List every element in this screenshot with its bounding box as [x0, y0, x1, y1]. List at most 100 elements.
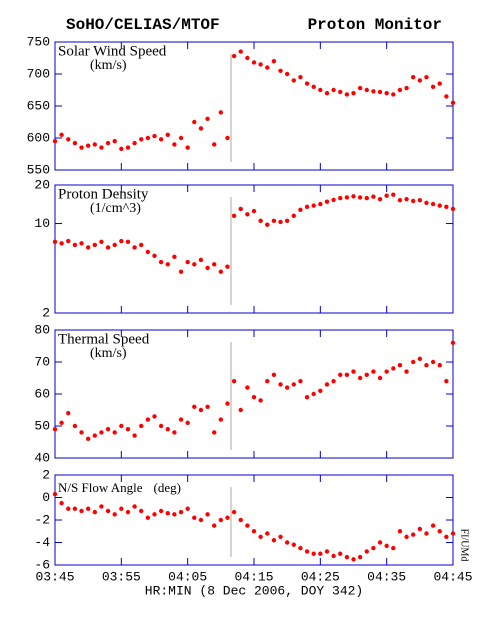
- data-point: [344, 195, 350, 200]
- data-point: [417, 356, 423, 361]
- data-point: [165, 262, 170, 267]
- data-point: [218, 110, 224, 115]
- data-point: [357, 554, 363, 560]
- y-tick-label: 700: [27, 66, 50, 81]
- data-point: [192, 119, 197, 125]
- data-point: [351, 557, 356, 562]
- data-point: [72, 242, 78, 248]
- data-point: [225, 264, 230, 269]
- data-point: [397, 87, 403, 93]
- data-point: [59, 132, 64, 137]
- data-point: [251, 395, 257, 400]
- y-tick-label: 20: [34, 177, 50, 192]
- data-point: [384, 91, 389, 96]
- y-tick-label: -2: [34, 512, 50, 527]
- data-point: [52, 239, 58, 244]
- data-point: [112, 430, 117, 435]
- data-point: [66, 506, 71, 511]
- data-point: [72, 423, 78, 429]
- data-point: [404, 85, 409, 91]
- x-tick-label: 03:55: [102, 569, 141, 584]
- data-point: [338, 372, 343, 377]
- data-point: [185, 145, 190, 150]
- data-point: [178, 135, 184, 141]
- data-point: [52, 427, 58, 432]
- data-point: [72, 506, 78, 511]
- data-point: [212, 262, 217, 267]
- data-point: [165, 132, 170, 137]
- data-point: [251, 208, 257, 214]
- x-tick-label: 04:15: [234, 569, 273, 584]
- data-point: [158, 423, 164, 429]
- data-point: [79, 145, 84, 150]
- data-point: [178, 509, 184, 515]
- y-tick-label: 2: [42, 305, 50, 320]
- data-point: [271, 59, 277, 64]
- x-tick-label: 04:35: [367, 569, 406, 584]
- data-point: [152, 133, 157, 139]
- data-point: [265, 65, 270, 70]
- page-title: SoHO/CELIAS/MTOF: [66, 16, 220, 34]
- data-point: [391, 366, 396, 371]
- data-point: [391, 545, 396, 551]
- data-point: [192, 262, 197, 267]
- data-point: [411, 532, 416, 537]
- data-point: [85, 143, 91, 148]
- data-point: [265, 379, 270, 384]
- y-tick-label: 0: [42, 490, 50, 505]
- data-point: [212, 430, 217, 435]
- data-point: [198, 407, 204, 413]
- data-point: [99, 145, 104, 150]
- data-point: [338, 195, 343, 201]
- data-point: [271, 372, 277, 377]
- data-point: [105, 508, 111, 514]
- data-point: [92, 433, 98, 438]
- data-point: [364, 372, 369, 377]
- data-point: [437, 203, 442, 208]
- data-point: [450, 340, 456, 345]
- data-point: [291, 542, 296, 547]
- data-point: [371, 545, 376, 551]
- x-axis-label: HR:MIN (8 Dec 2006, DOY 342): [145, 583, 363, 598]
- data-point: [284, 218, 290, 224]
- data-point: [430, 201, 436, 207]
- data-point: [79, 241, 84, 246]
- data-point: [205, 265, 210, 271]
- data-point: [444, 534, 449, 540]
- data-point: [324, 549, 330, 554]
- data-point: [450, 206, 456, 212]
- data-point: [291, 78, 296, 83]
- panel-unit: (km/s): [90, 346, 127, 361]
- panel-title: Proton Density: [58, 186, 149, 202]
- data-point: [185, 506, 190, 511]
- data-point: [198, 517, 204, 523]
- data-point: [318, 551, 323, 556]
- x-tick-label: 04:25: [301, 569, 340, 584]
- data-point: [391, 192, 396, 197]
- y-tick-label: 70: [34, 354, 50, 369]
- data-point: [251, 529, 257, 534]
- data-point: [318, 388, 323, 393]
- data-point: [112, 242, 117, 248]
- data-point: [364, 87, 369, 93]
- data-point: [92, 142, 98, 147]
- data-point: [192, 515, 197, 520]
- data-point: [119, 146, 124, 152]
- data-point: [357, 85, 363, 91]
- data-point: [125, 427, 131, 432]
- data-point: [437, 529, 442, 534]
- data-point: [251, 60, 257, 65]
- data-point: [357, 195, 363, 200]
- data-point: [231, 509, 237, 515]
- x-tick-label: 04:45: [433, 569, 472, 584]
- data-point: [344, 554, 350, 560]
- y-tick-label: 2: [42, 467, 50, 482]
- data-point: [152, 253, 157, 258]
- data-point: [284, 540, 290, 545]
- data-point: [391, 92, 396, 97]
- data-point: [132, 140, 137, 146]
- data-point: [311, 551, 316, 556]
- data-point: [79, 430, 84, 435]
- data-point: [185, 420, 190, 425]
- data-point: [450, 531, 456, 536]
